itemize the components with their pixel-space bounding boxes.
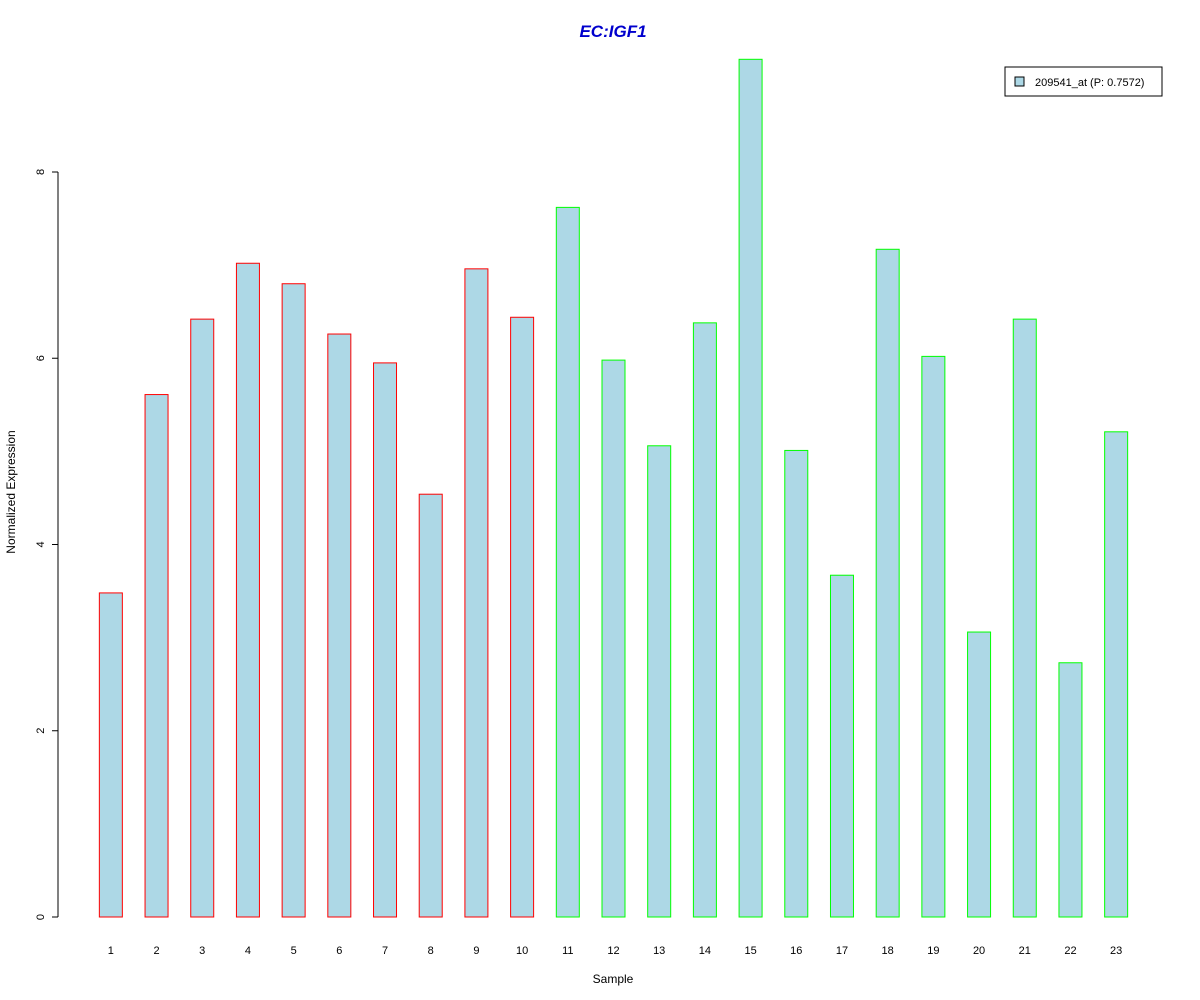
y-tick-label: 8: [35, 169, 47, 175]
x-tick-label: 4: [245, 945, 251, 957]
x-tick-label: 20: [973, 945, 985, 957]
bar: [1104, 431, 1129, 918]
y-tick-label: 2: [35, 728, 47, 734]
bar: [373, 362, 398, 918]
bar: [98, 592, 123, 918]
bar: [464, 268, 489, 918]
bar: [1058, 662, 1083, 918]
bar: [738, 58, 763, 918]
y-tick-label: 4: [35, 541, 47, 547]
x-tick-label: 8: [428, 945, 434, 957]
x-tick-label: 21: [1019, 945, 1031, 957]
x-tick-label: 11: [562, 945, 573, 957]
bar: [418, 493, 443, 918]
legend-label: 209541_at (P: 0.7572): [1035, 77, 1144, 89]
bar: [190, 318, 215, 918]
x-tick-label: 12: [607, 945, 619, 957]
x-tick-label: 2: [153, 945, 159, 957]
bar: [327, 333, 352, 918]
bar: [281, 283, 306, 918]
x-axis-label: Sample: [593, 972, 634, 986]
legend-box: [1004, 66, 1163, 97]
bar: [555, 206, 580, 918]
bar: [921, 355, 946, 918]
bar: [829, 574, 854, 918]
bar: [692, 322, 717, 918]
x-tick-label: 22: [1064, 945, 1076, 957]
y-tick-label: 6: [35, 355, 47, 361]
x-tick-label: 6: [336, 945, 342, 957]
bar: [510, 316, 535, 918]
chart-title: EC:IGF1: [579, 22, 646, 41]
x-tick-label: 16: [790, 945, 802, 957]
y-tick-label: 0: [35, 914, 47, 920]
x-tick-label: 5: [291, 945, 297, 957]
x-tick-label: 15: [744, 945, 756, 957]
x-tick-label: 3: [199, 945, 205, 957]
x-tick-label: 14: [699, 945, 711, 957]
bar: [601, 359, 626, 918]
x-tick-label: 17: [836, 945, 848, 957]
bar: [875, 248, 900, 918]
x-tick-label: 10: [516, 945, 528, 957]
bar: [235, 262, 260, 918]
bar: [1012, 318, 1037, 918]
bar: [784, 449, 809, 918]
x-tick-label: 1: [108, 945, 114, 957]
legend-swatch: [1014, 76, 1025, 87]
x-tick-label: 23: [1110, 945, 1122, 957]
x-tick-label: 19: [927, 945, 939, 957]
x-tick-label: 13: [653, 945, 665, 957]
bar: [144, 394, 169, 918]
x-tick-label: 7: [382, 945, 388, 957]
x-tick-label: 18: [882, 945, 894, 957]
bar: [967, 631, 992, 918]
y-axis-label: Normalized Expression: [4, 430, 18, 553]
bar: [647, 445, 672, 918]
x-tick-label: 9: [473, 945, 479, 957]
